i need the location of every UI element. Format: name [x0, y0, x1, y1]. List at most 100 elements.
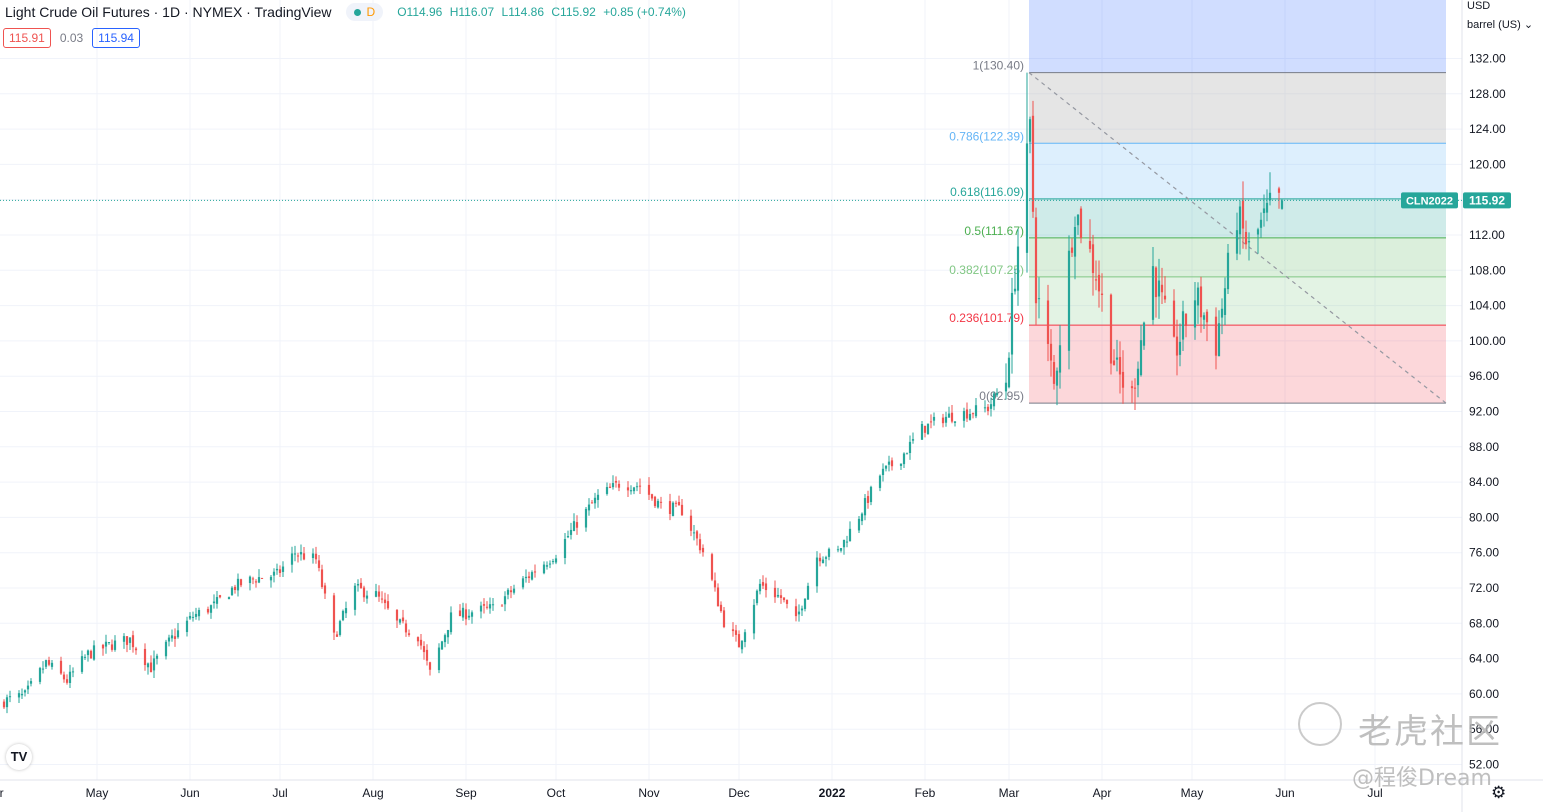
candle-body	[905, 453, 909, 455]
candle-body	[566, 536, 570, 538]
candle-body	[563, 538, 567, 559]
candle-body	[824, 557, 828, 559]
candle-body	[1196, 287, 1200, 306]
candle-body	[1181, 311, 1185, 340]
fibonacci-retracement[interactable]: 1(130.40) 0.786(122.39) 0.618(116.09) 0.5(1…	[949, 0, 1447, 404]
candle-body	[1142, 322, 1146, 346]
candle-body	[716, 587, 720, 607]
symbol-title[interactable]: Light Crude Oil Futures · 1D · NYMEX · T…	[5, 4, 332, 20]
candle-body	[614, 480, 618, 483]
candle-body	[404, 623, 408, 633]
candle-body	[944, 416, 948, 423]
candle-body	[827, 548, 831, 557]
candle-body	[1091, 244, 1095, 273]
candle-body	[629, 490, 633, 492]
candle-body	[596, 494, 600, 500]
candle-body	[41, 668, 45, 670]
candle-body	[302, 553, 306, 560]
fib-level-label: 0.236(101.79)	[949, 311, 1024, 325]
candle-body	[1160, 284, 1164, 293]
candle-body	[188, 615, 192, 619]
candle-body	[152, 658, 156, 671]
y-tick-label: 72.00	[1469, 581, 1499, 595]
candle-body	[1193, 300, 1197, 328]
candle-body	[779, 595, 783, 598]
market-status-pill[interactable]: D	[345, 3, 384, 21]
y-tick-label: 104.00	[1469, 299, 1506, 313]
candle-body	[554, 558, 558, 563]
candle-body	[443, 635, 447, 643]
candle-body	[149, 662, 153, 673]
y-tick-label: 132.00	[1469, 52, 1506, 66]
candle-body	[251, 578, 255, 580]
tradingview-logo-icon[interactable]: TV	[6, 744, 32, 770]
candle-body	[356, 583, 360, 586]
buy-price-button[interactable]: 115.94	[92, 28, 140, 48]
candle-body	[713, 580, 717, 588]
candle-body	[482, 604, 486, 606]
candle-body	[881, 468, 885, 476]
candle-body	[530, 572, 534, 580]
candle-body	[992, 393, 996, 407]
candle-body	[761, 582, 765, 586]
candle-body	[1115, 357, 1119, 360]
last-price-label-bg	[1463, 192, 1511, 209]
candle-body	[23, 690, 27, 693]
candle-body	[425, 649, 429, 661]
x-tick-label: Apr	[1093, 786, 1112, 800]
unit-label: barrel (US)	[1467, 19, 1521, 31]
candle-body	[1073, 227, 1077, 257]
unit-selector[interactable]: barrel (US) ⌄	[1467, 18, 1533, 31]
candle-body	[215, 597, 219, 604]
candle-body	[1226, 252, 1230, 290]
market-open-dot-icon	[353, 8, 361, 16]
change-value: +0.85 (+0.74%)	[603, 5, 686, 19]
candle-body	[857, 518, 861, 531]
candle-body	[1139, 340, 1143, 376]
candle-body	[206, 608, 210, 613]
candle-body	[134, 648, 138, 651]
candle-body	[332, 595, 336, 633]
candle-body	[272, 571, 276, 576]
candle-body	[677, 501, 681, 506]
candle-body	[299, 552, 303, 555]
candle-body	[1238, 206, 1242, 235]
y-tick-label: 108.00	[1469, 263, 1506, 277]
candle-body	[1172, 300, 1176, 337]
candle-body	[692, 532, 696, 534]
candle-body	[167, 637, 171, 642]
currency-selector[interactable]: USD	[1467, 0, 1490, 12]
candle-body	[776, 594, 780, 597]
candle-body	[527, 576, 531, 578]
candle-body	[176, 630, 180, 638]
candle-body	[218, 595, 222, 598]
ticker-label-bg	[1401, 192, 1458, 209]
candle-body	[131, 635, 135, 648]
candle-body	[926, 423, 930, 435]
candle-body	[323, 585, 327, 594]
candle-body	[185, 620, 189, 633]
open-value: O114.96	[397, 5, 443, 19]
candle-body	[764, 583, 768, 591]
gear-icon[interactable]: ⚙	[1491, 783, 1507, 802]
candle-body	[104, 641, 108, 647]
candle-body	[1256, 229, 1260, 235]
candle-body	[1037, 298, 1041, 300]
candle-body	[1094, 279, 1098, 281]
candle-body	[341, 610, 345, 621]
candle-body	[194, 613, 198, 617]
sell-price-button[interactable]: 115.91	[3, 28, 51, 48]
candle-body	[671, 502, 675, 517]
candle-body	[656, 500, 660, 508]
candle-body	[1175, 336, 1179, 356]
candle-body	[479, 605, 483, 612]
candle-body	[611, 483, 615, 488]
candle-body	[800, 608, 804, 611]
candle-body	[26, 685, 30, 690]
x-tick-label: Jun	[1275, 786, 1294, 800]
currency-label: USD	[1467, 0, 1491, 12]
candle-body	[932, 416, 936, 421]
candle-body	[62, 674, 66, 680]
candle-body	[584, 508, 588, 528]
